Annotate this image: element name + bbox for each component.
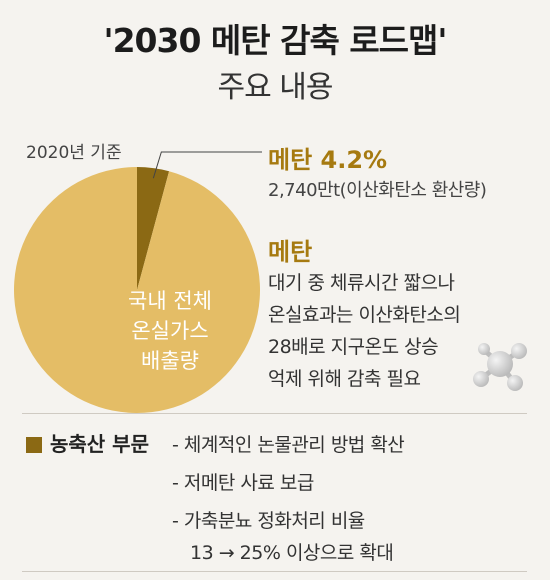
methane-info-line-3: 28배로 지구온도 상승 — [268, 336, 439, 358]
measure-item-3-detail: 13 → 25% 이상으로 확대 — [190, 542, 394, 564]
base-year-note: 2020년 기준 — [26, 143, 122, 163]
methane-amount-label: 2,740만t(이산화탄소 환산량) — [268, 180, 487, 201]
methane-info-line-2: 온실효과는 이산화탄소의 — [268, 304, 461, 326]
livestock-sector-label: 농축산 부문 — [50, 432, 149, 456]
pie-center-label-line-2: 온실가스 — [131, 319, 209, 343]
divider-top — [22, 413, 527, 414]
pie-center-label-line-3: 배출량 — [141, 349, 199, 373]
methane-info-line-1: 대기 중 체류시간 짧으나 — [268, 272, 455, 294]
pie-slice-methane — [137, 167, 170, 290]
measure-item-2: - 저메탄 사료 보급 — [172, 472, 314, 494]
methane-share-label: 메탄 4.2% — [268, 146, 388, 174]
molecule-icon — [473, 343, 527, 391]
methane-leader-line — [152, 151, 262, 179]
divider-bottom — [22, 571, 527, 572]
methane-info-heading: 메탄 — [268, 238, 313, 266]
measure-item-1: - 체계적인 논물관리 방법 확산 — [172, 434, 405, 456]
page-subtitle: 주요 내용 — [217, 70, 334, 105]
measure-item-3: - 가축분뇨 정화처리 비율 — [172, 510, 365, 532]
pie-slice-total-emissions — [13, 167, 260, 413]
methane-info-line-4: 억제 위해 감축 필요 — [268, 368, 421, 390]
pie-center-label-line-1: 국내 전체 — [128, 289, 212, 313]
livestock-legend-swatch — [26, 437, 42, 453]
page-title: '2030 메탄 감축 로드맵' — [103, 21, 447, 60]
